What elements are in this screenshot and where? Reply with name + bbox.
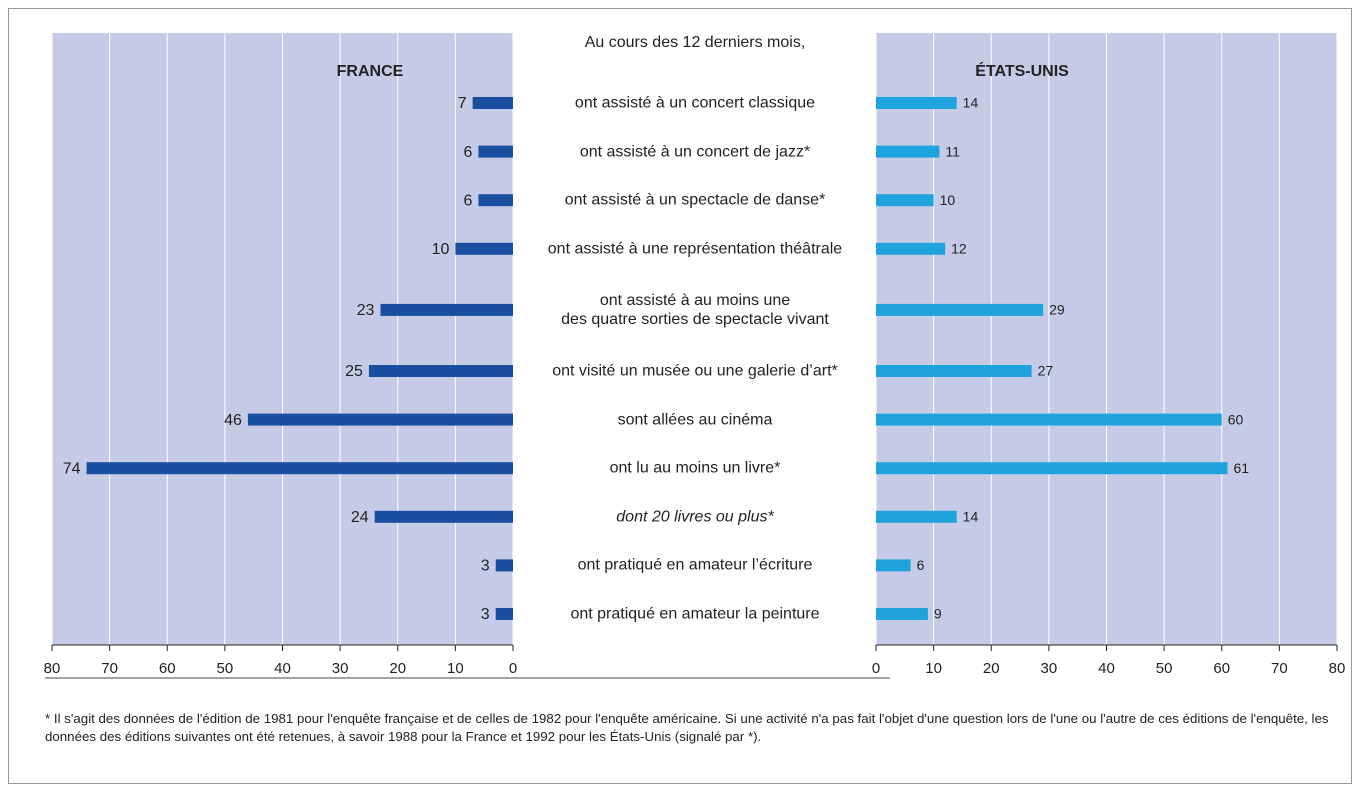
bar [247, 413, 514, 426]
value-label: 27 [1038, 363, 1054, 379]
bar [876, 510, 957, 523]
value-label: 6 [464, 192, 473, 209]
series-header: FRANCE [337, 63, 404, 80]
x-tick-label: 40 [274, 660, 291, 677]
x-tick-label: 20 [389, 660, 406, 677]
bar [455, 242, 513, 255]
x-tick-label: 70 [1271, 660, 1288, 677]
value-label: 61 [1234, 460, 1250, 476]
bar [368, 365, 513, 377]
x-tick-label: 60 [1213, 660, 1230, 677]
x-tick-label: 60 [159, 660, 176, 677]
x-tick-label: 80 [44, 660, 61, 677]
bar [374, 510, 513, 523]
value-label: 7 [458, 95, 467, 112]
category-label: ont assisté à une représentation théâtra… [547, 240, 843, 258]
category-label: ont assisté à un concert classique [574, 94, 816, 112]
value-label: 60 [1228, 411, 1244, 427]
value-label: 29 [1049, 302, 1065, 318]
bar [86, 462, 513, 475]
value-label: 14 [963, 95, 979, 111]
x-tick-label: 10 [447, 660, 464, 677]
bar [876, 413, 1222, 426]
category-label: ont visité un musée ou une galerie d’art… [552, 362, 838, 380]
bar [876, 194, 934, 207]
category-label: ont lu au moins un livre* [609, 459, 781, 477]
category-label: sont allées au cinéma [617, 411, 773, 429]
value-label: 23 [357, 302, 375, 319]
bar [876, 97, 957, 109]
x-tick-label: 30 [332, 660, 349, 677]
chart-title: Au cours des 12 derniers mois, [585, 34, 806, 51]
bar [495, 559, 513, 572]
value-label: 25 [345, 363, 363, 380]
category-label: ont pratiqué en amateur la peinture [570, 605, 820, 623]
bar [876, 242, 946, 255]
value-label: 9 [934, 606, 942, 622]
value-label: 6 [464, 144, 473, 161]
x-tick-label: 50 [1156, 660, 1173, 677]
x-tick-label: 80 [1329, 660, 1346, 677]
x-tick-label: 70 [101, 660, 118, 677]
value-label: 11 [945, 143, 960, 159]
category-label: ont assisté à un spectacle de danse* [564, 191, 826, 209]
bar [876, 303, 1044, 316]
x-tick-label: 40 [1098, 660, 1115, 677]
x-tick-label: 20 [983, 660, 1000, 677]
value-label: 3 [481, 558, 490, 575]
x-tick-label: 10 [925, 660, 942, 677]
value-label: 74 [63, 460, 81, 477]
bar [876, 559, 911, 572]
series-header: ÉTATS-UNIS [975, 61, 1069, 80]
chart: Au cours des 12 derniers mois, 010203040… [44, 33, 1346, 679]
value-label: 3 [481, 606, 490, 623]
x-tick-label: 0 [872, 660, 880, 677]
category-label: ont assisté à un concert de jazz* [579, 143, 811, 161]
bar [380, 303, 513, 316]
value-label: 46 [224, 412, 242, 429]
value-label: 24 [351, 509, 369, 526]
x-tick-label: 50 [217, 660, 234, 677]
x-tick-label: 0 [509, 660, 517, 677]
bar [478, 145, 513, 158]
bar [876, 608, 928, 620]
bar [472, 97, 513, 109]
category-label: dont 20 livres ou plus* [616, 508, 774, 526]
value-label: 10 [940, 192, 956, 208]
value-label: 10 [432, 241, 450, 258]
bar [876, 365, 1032, 377]
bar [478, 194, 513, 207]
value-label: 6 [917, 557, 925, 573]
frame [8, 8, 1352, 784]
value-label: 14 [963, 509, 979, 525]
category-label: ont pratiqué en amateur l’écriture [577, 556, 813, 574]
bar [495, 608, 513, 620]
value-label: 12 [951, 241, 967, 257]
category-label: ont assisté à au moins une des quatre so… [561, 291, 829, 328]
x-tick-label: 30 [1041, 660, 1058, 677]
bar [876, 462, 1228, 475]
footnote: * Il s'agit des données de l'édition de … [45, 711, 1329, 744]
bar [876, 145, 940, 158]
